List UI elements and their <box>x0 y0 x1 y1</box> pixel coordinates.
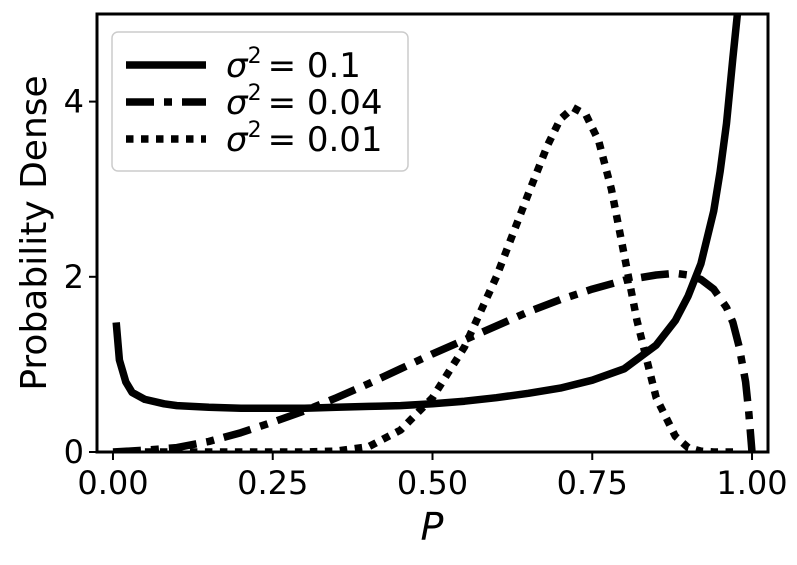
y-tick-label: 2 <box>64 258 84 296</box>
x-tick-label: 0.25 <box>237 464 308 502</box>
legend-label-1: σ2 = 0.1 <box>226 44 361 86</box>
series-line-2 <box>112 269 756 452</box>
x-tick-label: 0.50 <box>397 464 468 502</box>
x-tick-label: 0.00 <box>77 464 148 502</box>
y-tick-label: 0 <box>64 433 84 471</box>
series-line-3 <box>144 103 740 452</box>
y-tick-label: 4 <box>64 83 84 121</box>
series-layer <box>112 14 756 452</box>
y-axis: 0 2 4 <box>64 83 97 471</box>
y-axis-label: Probability Dense <box>14 75 55 390</box>
legend-label-3: σ2 = 0.01 <box>226 118 383 160</box>
x-axis: 0.00 0.25 0.50 0.75 1.00 <box>77 452 788 502</box>
legend-label-2: σ2 = 0.04 <box>226 81 383 123</box>
x-axis-label: P <box>421 505 444 549</box>
series-line-1 <box>112 14 742 412</box>
x-tick-label: 1.00 <box>716 464 787 502</box>
x-tick-label: 0.75 <box>557 464 628 502</box>
